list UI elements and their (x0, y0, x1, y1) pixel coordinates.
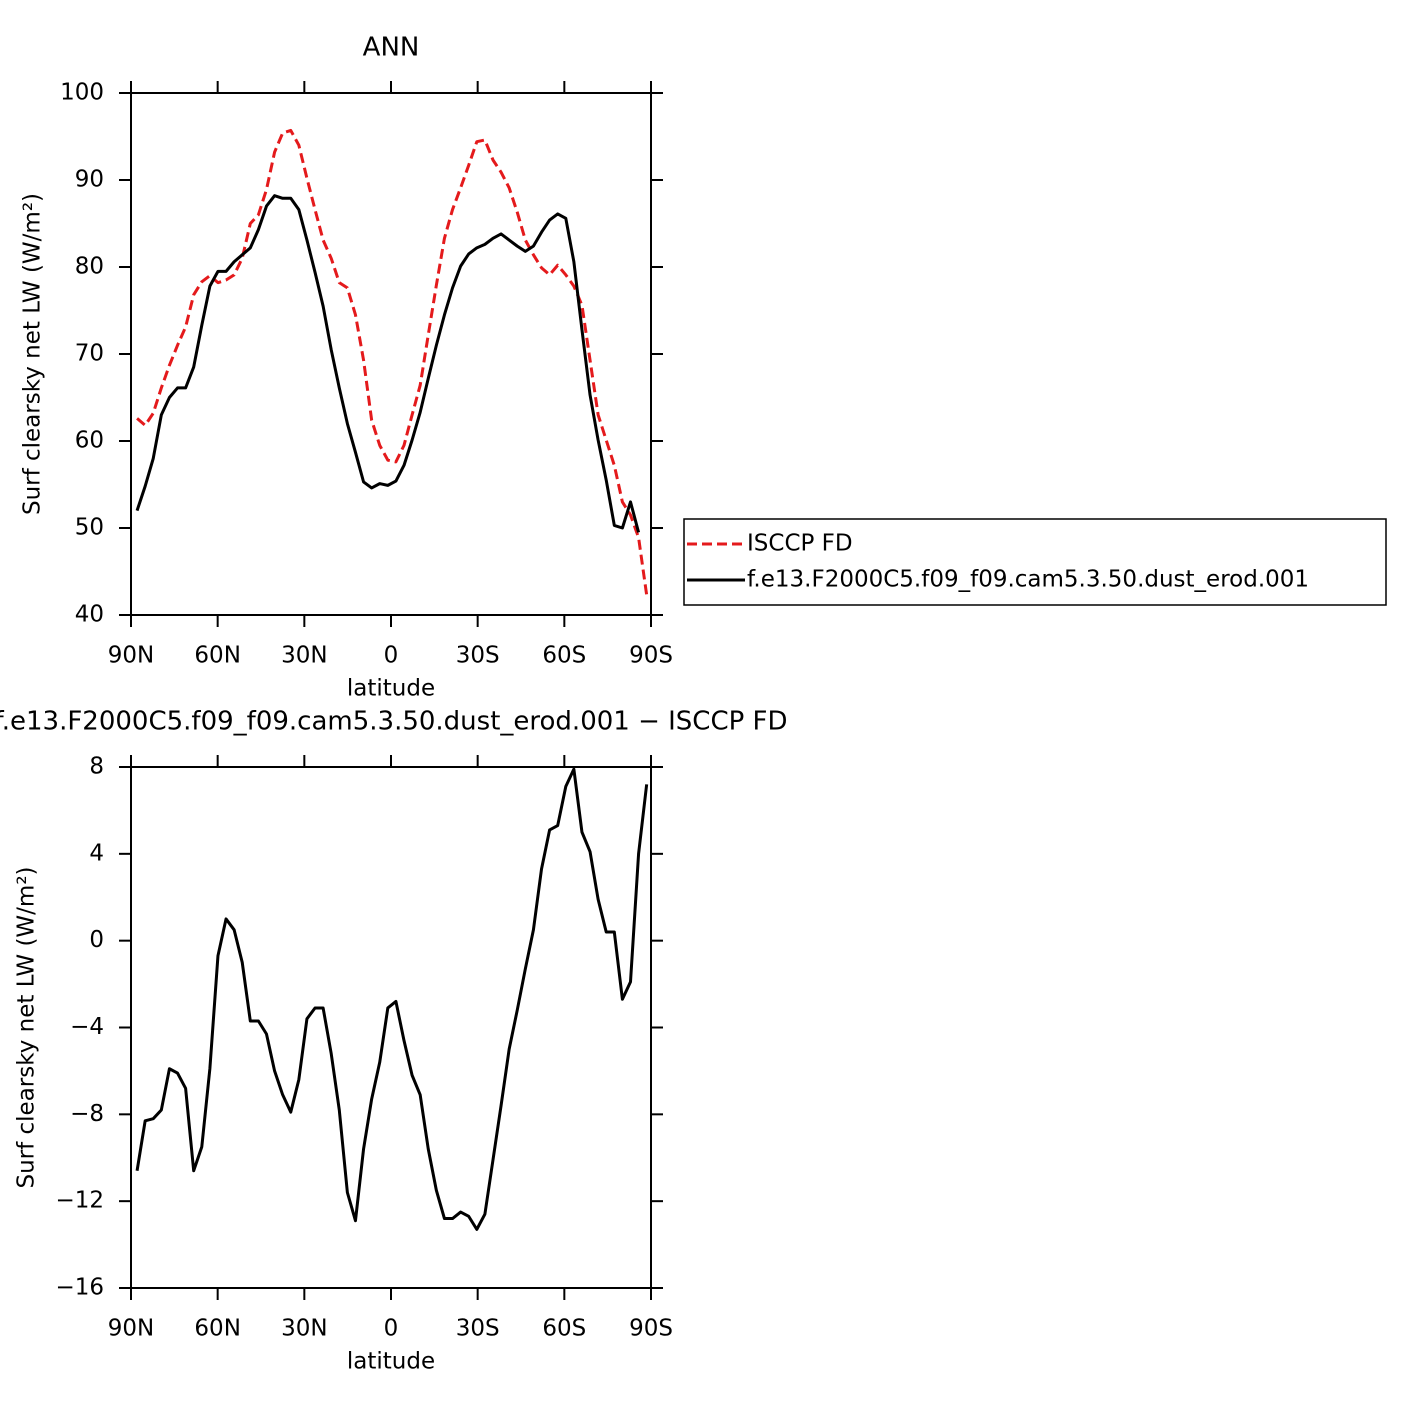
y-tick-label: 90 (75, 167, 104, 193)
x-tick-label: 30N (281, 1316, 327, 1342)
chart-title: f.e13.F2000C5.f09_f09.cam5.3.50.dust_ero… (0, 707, 788, 737)
x-tick-label: 0 (384, 1316, 399, 1342)
data-line (135, 194, 641, 533)
x-tick-label: 90S (629, 1316, 673, 1342)
x-axis-label: latitude (347, 1349, 435, 1375)
y-tick-label: 60 (75, 428, 104, 454)
y-tick-label: 70 (75, 341, 104, 367)
y-axis-label: Surf clearsky net LW (W/m²) (14, 866, 40, 1188)
x-tick-label: 90N (108, 643, 154, 669)
legend-label: f.e13.F2000C5.f09_f09.cam5.3.50.dust_ero… (747, 567, 1309, 593)
x-tick-label: 60N (194, 1316, 240, 1342)
x-tick-label: 60N (194, 643, 240, 669)
legend-box (683, 518, 1387, 606)
y-tick-label: −8 (70, 1101, 104, 1127)
y-tick-label: −12 (55, 1188, 104, 1214)
y-tick-label: 40 (75, 602, 104, 628)
y-tick-label: 100 (60, 80, 104, 106)
y-tick-label: −16 (55, 1275, 104, 1301)
chart-title: ANN (363, 33, 420, 63)
y-tick-label: 0 (89, 927, 104, 953)
y-tick-label: 8 (89, 754, 104, 780)
y-tick-label: −4 (70, 1014, 104, 1040)
x-tick-label: 30S (456, 643, 500, 669)
legend-label: ISCCP FD (747, 531, 853, 557)
y-tick-label: 4 (89, 840, 104, 866)
x-tick-label: 30N (281, 643, 327, 669)
x-tick-label: 90N (108, 1316, 154, 1342)
data-line (136, 128, 649, 596)
x-tick-label: 0 (384, 643, 399, 669)
plot-frame (130, 92, 652, 616)
x-tick-label: 30S (456, 1316, 500, 1342)
x-tick-label: 60S (542, 643, 586, 669)
plot-frame (130, 766, 652, 1289)
x-tick-label: 60S (542, 1316, 586, 1342)
y-axis-label: Surf clearsky net LW (W/m²) (20, 193, 46, 515)
y-tick-label: 50 (75, 515, 104, 541)
y-tick-label: 80 (75, 254, 104, 280)
x-tick-label: 90S (629, 643, 673, 669)
data-line (135, 767, 649, 1231)
x-axis-label: latitude (347, 676, 435, 702)
